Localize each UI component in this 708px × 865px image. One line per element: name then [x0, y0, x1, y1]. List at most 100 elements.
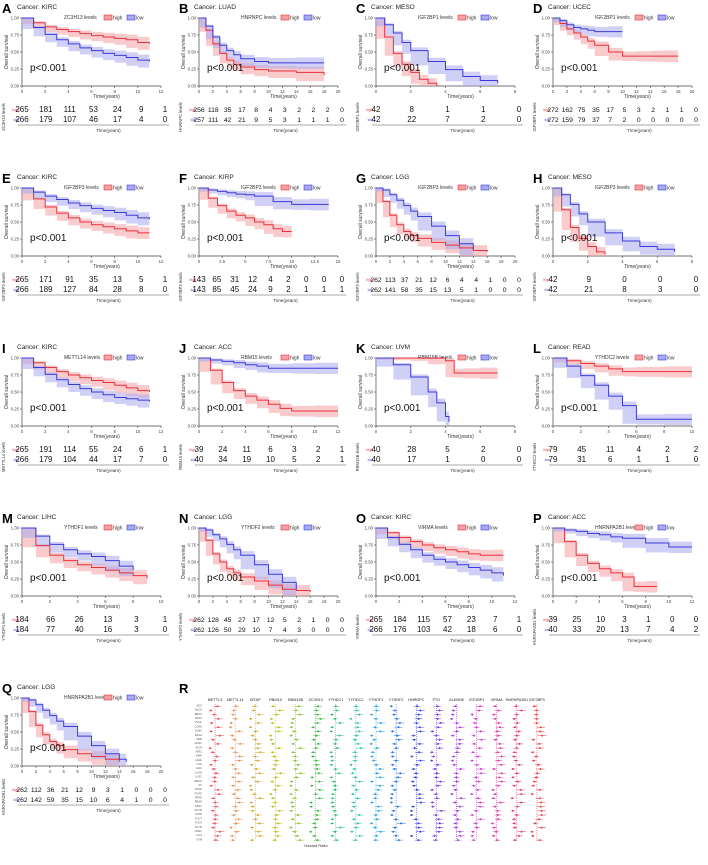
y-tick-label: 1.00: [11, 186, 20, 191]
risk-low-value: 0: [517, 115, 522, 124]
risk-high-value: 265: [15, 275, 29, 284]
legend-high-label: high: [290, 356, 300, 362]
hr-point: [397, 738, 400, 741]
hr-point: [475, 726, 478, 729]
x-tick-label: 16: [131, 769, 136, 774]
hr-point: [436, 717, 439, 720]
hr-point: [355, 788, 358, 791]
x-tick-label: 2: [389, 259, 392, 264]
risk-low-value: 1: [665, 455, 670, 464]
hr-point: [439, 780, 442, 783]
hr-point: [397, 726, 400, 729]
x-tick-label: 12.5: [311, 259, 320, 264]
legend-low-label: low: [490, 186, 498, 192]
y-tick-label: 0.50: [365, 220, 374, 225]
km-panel-J: J Cancer: ACC RBM15 levels high low 0.00 0.25 0…: [178, 341, 346, 473]
legend-low-label: low: [667, 16, 675, 22]
p-value: p<0.001: [384, 63, 421, 74]
low-survival-curve: [199, 527, 297, 590]
hr-point: [291, 722, 294, 725]
legend-low-label: low: [136, 696, 144, 702]
risk-x-label: Time(years): [627, 128, 652, 133]
hr-point: [532, 784, 535, 787]
risk-row-low-label: low: [14, 118, 20, 122]
cancer-row-label: KIRC: [196, 750, 202, 754]
hr-point: [312, 738, 315, 741]
cancer-label: Cancer: MESO: [548, 174, 592, 181]
hr-point: [494, 738, 497, 741]
hr-point: [253, 793, 256, 796]
hr-point: [310, 801, 313, 804]
risk-high-value: 262: [193, 617, 205, 624]
risk-x-label: Time(years): [273, 638, 298, 643]
hr-point: [513, 751, 516, 754]
risk-low-value: 103: [417, 625, 431, 634]
hr-point: [390, 705, 393, 708]
cancer-row-label: READ: [195, 800, 202, 804]
risk-high-value: 2: [326, 107, 330, 114]
high-survival-curve: [22, 697, 120, 762]
risk-low-value: 272: [547, 117, 559, 124]
risk-low-value: 5: [292, 455, 297, 464]
hr-point: [512, 755, 515, 758]
hr-point: [459, 834, 462, 837]
hr-point: [416, 763, 419, 766]
risk-high-value: 12: [429, 277, 437, 284]
hr-point: [517, 730, 520, 733]
risk-table-label: IGF2BP3 levels: [532, 272, 537, 301]
risk-low-value: 257: [193, 117, 205, 124]
hr-point: [411, 780, 414, 783]
y-tick-label: 0.25: [365, 67, 374, 72]
risk-low-value: 0: [694, 117, 698, 124]
hr-point: [316, 814, 319, 817]
hr-point: [254, 730, 257, 733]
risk-low-value: 37: [592, 117, 600, 124]
risk-high-value: 0: [326, 617, 330, 624]
y-tick-label: 0.75: [11, 33, 20, 38]
x-tick-label: 4: [607, 429, 610, 434]
y-tick-label: 0.00: [542, 594, 551, 599]
hr-point: [454, 801, 457, 804]
legend-high-label: high: [467, 16, 477, 22]
x-tick-label: 8: [113, 429, 116, 434]
hr-point: [330, 730, 333, 733]
risk-high-value: 0: [163, 787, 167, 794]
hr-point: [377, 809, 380, 812]
y-tick-label: 0.00: [365, 254, 374, 259]
x-tick-label: 10: [489, 599, 494, 604]
hr-point: [295, 788, 298, 791]
hr-point: [235, 809, 238, 812]
gene-column-label: HNRNPA2B1: [506, 698, 529, 702]
risk-row-high-label: high: [189, 618, 196, 622]
km-panel-O: O Cancer: KIRC VIRMA levels high low 0.00 0.25…: [355, 511, 523, 643]
hr-point: [251, 734, 254, 737]
x-tick-label: 16: [485, 259, 490, 264]
y-tick-label: 1.00: [542, 186, 551, 191]
hr-point: [318, 788, 321, 791]
risk-high-value: 128: [208, 617, 220, 624]
x-tick-label: 8: [644, 599, 647, 604]
hr-point: [232, 709, 235, 712]
risk-high-value: 256: [193, 107, 205, 114]
low-survival-curve: [199, 357, 338, 369]
y-axis-label: Overall survival: [358, 35, 364, 69]
hr-point: [453, 814, 456, 817]
hr-point: [350, 809, 353, 812]
risk-high-value: 0: [340, 107, 344, 114]
legend-low-swatch: [303, 354, 313, 361]
panel-letter: N: [179, 511, 188, 526]
hr-point: [458, 742, 461, 745]
hr-point: [417, 713, 420, 716]
hr-point: [338, 734, 341, 737]
risk-low-value: 2: [623, 117, 627, 124]
hr-point: [238, 801, 241, 804]
x-tick-label: 5: [244, 259, 247, 264]
low-ci-band: [376, 358, 449, 426]
x-tick-label: 12: [280, 89, 285, 94]
hr-point: [452, 784, 455, 787]
legend-low-swatch: [480, 184, 490, 191]
hr-point: [338, 772, 341, 775]
